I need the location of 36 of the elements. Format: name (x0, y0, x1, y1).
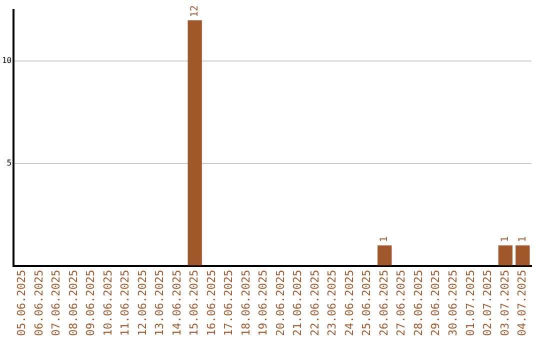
x-tick-label: 30.06.2025 (446, 270, 460, 336)
x-tick-label: 28.06.2025 (412, 270, 425, 336)
x-tick-label: 19.06.2025 (256, 270, 270, 336)
x-tick-label: 07.06.2025 (50, 270, 63, 336)
x-tick-label: 24.06.2025 (342, 270, 356, 336)
x-tick-label: 06.06.2025 (32, 270, 46, 336)
x-tick-label: 29.06.2025 (429, 270, 442, 336)
x-tick-label: 22.06.2025 (308, 270, 322, 336)
x-tick-label: 17.06.2025 (222, 270, 236, 336)
x-tick-label: 27.06.2025 (394, 270, 408, 336)
x-tick-label: 15.06.2025 (188, 270, 201, 336)
data-label: 1 (500, 236, 512, 242)
y-tick-label: 10 (2, 56, 12, 66)
x-tick-label: 26.06.2025 (377, 270, 390, 336)
data-label: 1 (517, 236, 528, 242)
x-tick-label: 02.07.2025 (481, 270, 494, 336)
x-tick-label: 09.06.2025 (84, 270, 98, 336)
x-tick-label: 11.06.2025 (118, 270, 132, 336)
x-tick-label: 14.06.2025 (170, 270, 184, 336)
y-tick-label: 5 (6, 158, 12, 168)
x-tick-label: 18.06.2025 (239, 270, 252, 336)
x-tick-label: 01.07.2025 (464, 270, 477, 336)
x-tick-label: 05.06.2025 (15, 270, 28, 336)
x-tick-label: 13.06.2025 (153, 270, 166, 336)
x-tick-label: 23.06.2025 (326, 270, 339, 336)
x-tick-label: 25.06.2025 (360, 270, 374, 336)
data-label: 12 (189, 5, 200, 18)
x-tick-label: 16.06.2025 (204, 270, 218, 336)
x-tick-label: 04.07.2025 (516, 270, 529, 336)
x-tick-label: 20.06.2025 (274, 270, 287, 336)
data-label: 1 (379, 236, 390, 242)
x-tick-label: 12.06.2025 (136, 270, 149, 336)
x-tick-label: 08.06.2025 (66, 270, 80, 336)
x-tick-label: 21.06.2025 (291, 270, 304, 336)
x-tick-label: 10.06.2025 (101, 270, 114, 336)
x-tick-label: 03.07.2025 (498, 270, 512, 336)
